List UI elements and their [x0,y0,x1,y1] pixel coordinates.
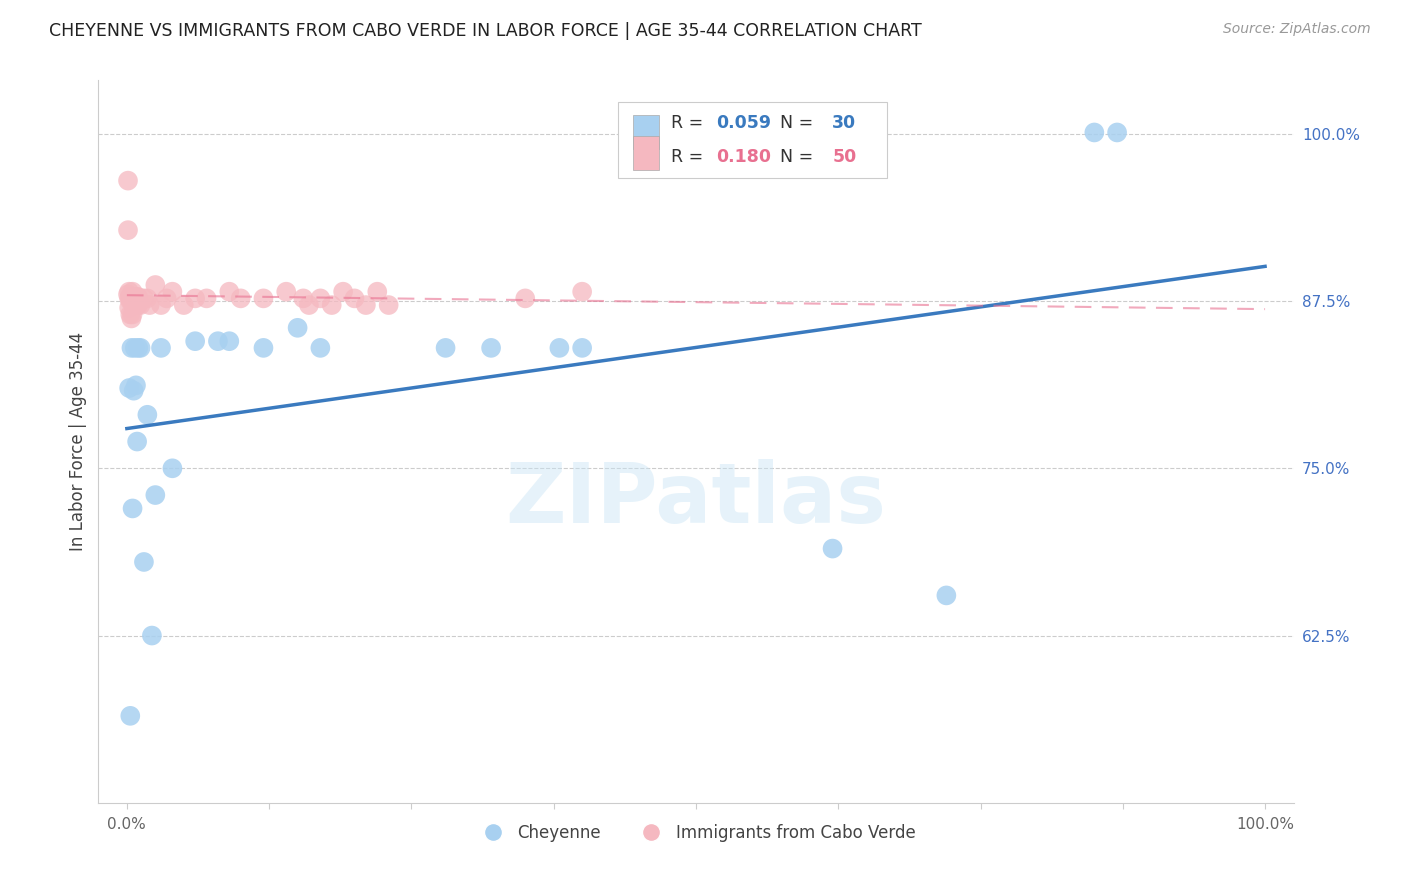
Point [118,285,141,299]
Point [120,709,142,723]
Point [252,341,274,355]
Point [122,292,145,306]
Point [1107,126,1129,140]
Point [117,287,139,301]
Point [132,555,155,569]
Point [127,434,149,449]
Point [122,384,145,398]
Text: 50: 50 [832,147,856,166]
Point [120,290,142,304]
Point [143,488,166,502]
Point [156,292,179,306]
Point [120,311,142,326]
Point [571,341,593,355]
Point [120,290,142,304]
Point [129,341,152,355]
Point [229,292,252,306]
Point [195,292,218,306]
Point [138,298,160,312]
Point [118,381,141,395]
Point [515,292,537,306]
Point [354,298,377,312]
FancyBboxPatch shape [633,136,659,170]
Point [287,321,309,335]
Point [332,285,354,299]
Point [366,285,388,299]
Text: 0.059: 0.059 [716,114,772,132]
Point [548,341,571,355]
Point [173,298,195,312]
Point [321,298,343,312]
Point [377,298,399,312]
Point [162,461,184,475]
Point [141,629,163,643]
Point [292,292,315,306]
Text: ZIPatlas: ZIPatlas [506,458,886,540]
Point [218,285,240,299]
Point [571,285,593,299]
Point [184,292,207,306]
Point [309,292,332,306]
Point [935,589,957,603]
Y-axis label: In Labor Force | Age 35-44: In Labor Force | Age 35-44 [69,332,87,551]
Point [343,292,366,306]
Point [121,308,143,322]
Point [821,541,844,556]
Point [120,294,142,309]
Point [125,292,148,306]
Text: 30: 30 [832,114,856,132]
Point [125,298,148,312]
Point [127,290,149,304]
Point [127,290,149,304]
Point [136,408,159,422]
Legend: Cheyenne, Immigrants from Cabo Verde: Cheyenne, Immigrants from Cabo Verde [470,817,922,848]
FancyBboxPatch shape [619,102,887,178]
Point [298,298,321,312]
Point [121,292,143,306]
Point [434,341,457,355]
Text: R =: R = [671,114,709,132]
Point [162,285,184,299]
Text: Source: ZipAtlas.com: Source: ZipAtlas.com [1223,22,1371,37]
Point [120,341,142,355]
Text: R =: R = [671,147,709,166]
Text: N =: N = [769,147,818,166]
Point [309,341,332,355]
Point [252,292,274,306]
Point [125,378,148,392]
FancyBboxPatch shape [633,115,659,149]
Point [276,285,298,299]
Point [150,341,173,355]
Point [127,298,149,312]
Text: N =: N = [769,114,818,132]
Point [124,298,146,312]
Point [118,301,141,315]
Point [121,285,143,299]
Point [121,501,143,516]
Point [124,341,146,355]
Point [479,341,502,355]
Point [184,334,207,349]
Point [122,298,145,312]
Point [127,298,149,312]
Point [207,334,229,349]
Text: CHEYENNE VS IMMIGRANTS FROM CABO VERDE IN LABOR FORCE | AGE 35-44 CORRELATION CH: CHEYENNE VS IMMIGRANTS FROM CABO VERDE I… [49,22,922,40]
Point [124,290,146,304]
Point [117,174,139,188]
Point [1083,126,1105,140]
Point [136,292,159,306]
Point [117,223,139,237]
Point [150,298,173,312]
Point [129,298,152,312]
Point [132,292,155,306]
Point [218,334,240,349]
Text: 0.180: 0.180 [716,147,772,166]
Point [127,341,149,355]
Point [118,292,141,306]
Point [120,308,142,322]
Point [143,278,166,293]
